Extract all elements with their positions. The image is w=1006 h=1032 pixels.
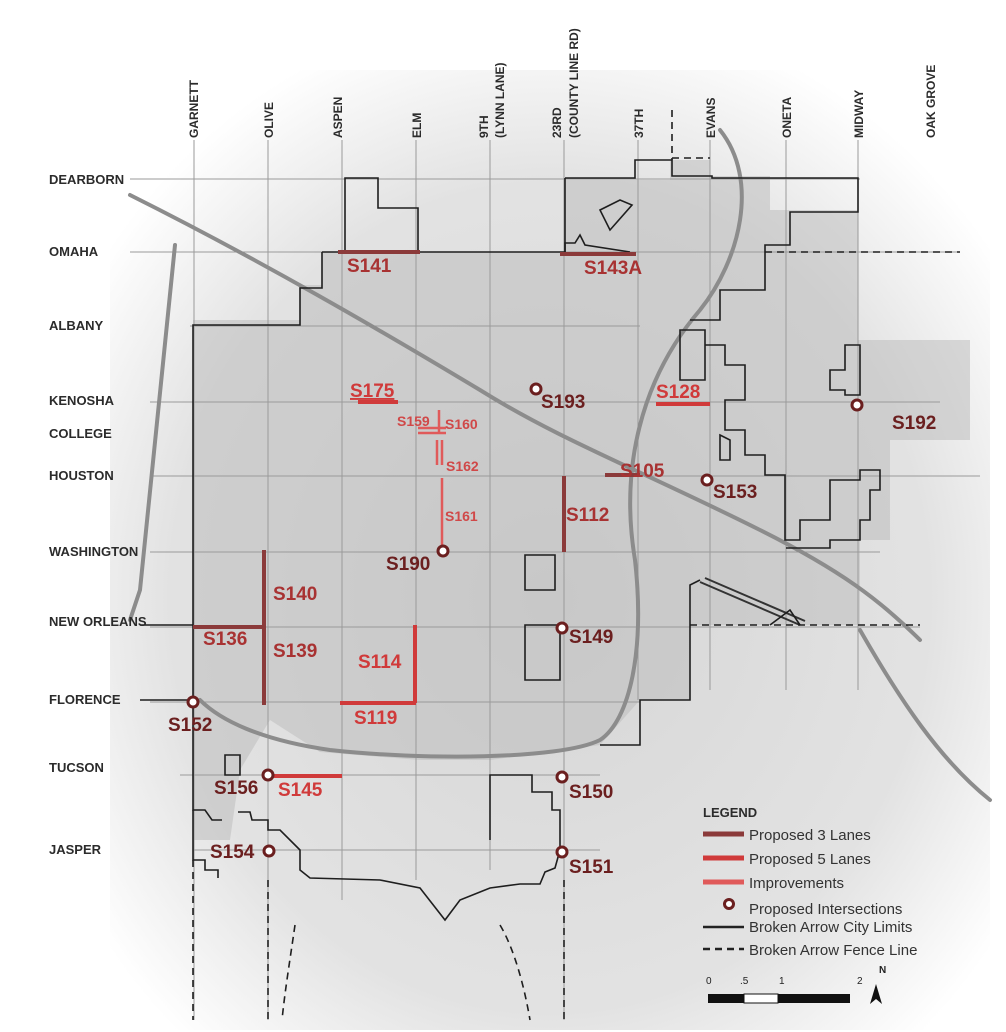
- scale-tick-1: 1: [779, 976, 785, 987]
- intersection-S150: [555, 770, 569, 784]
- project-label-S175: S175: [350, 381, 395, 402]
- project-labels: S141 S143A S175 S193 S128 S192 S159 S160…: [168, 256, 936, 878]
- legend-label-5-lanes: Proposed 5 Lanes: [749, 851, 871, 868]
- legend-label-city-limits: Broken Arrow City Limits: [749, 919, 912, 936]
- intersection-S149: [555, 621, 569, 635]
- street-grid: [130, 140, 980, 1020]
- project-label-S140: S140: [273, 584, 317, 605]
- proposed-3-lane-segments: [193, 250, 640, 705]
- project-label-S119: S119: [354, 708, 397, 729]
- scale-tick-05: .5: [740, 976, 749, 987]
- project-label-S159: S159: [397, 413, 430, 429]
- street-label-omaha: OMAHA: [49, 244, 99, 259]
- improvement-segments: [418, 410, 446, 550]
- project-label-S112: S112: [566, 505, 609, 526]
- project-label-S128: S128: [656, 382, 700, 403]
- project-label-S143A: S143A: [584, 258, 642, 279]
- street-label-lynn-lane: (LYNN LANE): [493, 62, 507, 138]
- street-label-kenosha: KENOSHA: [49, 393, 115, 408]
- street-label-new-orleans: NEW ORLEANS: [49, 614, 147, 629]
- project-label-S192: S192: [892, 413, 936, 434]
- legend-label-improvements: Improvements: [749, 875, 844, 892]
- project-label-S145: S145: [278, 780, 323, 801]
- project-label-S105: S105: [620, 461, 665, 482]
- scale-tick-0: 0: [706, 976, 712, 987]
- intersection-S193: [529, 382, 543, 396]
- intersection-S151: [555, 845, 569, 859]
- street-label-jasper: JASPER: [49, 842, 102, 857]
- project-label-S160: S160: [445, 416, 478, 432]
- project-label-S154: S154: [210, 842, 255, 863]
- project-label-S153: S153: [713, 482, 757, 503]
- project-label-S149: S149: [569, 627, 613, 648]
- street-label-college: COLLEGE: [49, 426, 112, 441]
- legend-label-3-lanes: Proposed 3 Lanes: [749, 827, 871, 844]
- proposed-5-lane-segments: [268, 400, 710, 778]
- legend-title: LEGEND: [703, 805, 757, 820]
- street-label-albany: ALBANY: [49, 318, 103, 333]
- street-label-23rd: 23RD: [550, 107, 564, 138]
- vertical-street-labels: GARNETT OLIVE ASPEN ELM 9TH (LYNN LANE) …: [187, 28, 938, 138]
- horizontal-street-labels: DEARBORN OMAHA ALBANY KENOSHA COLLEGE HO…: [49, 172, 147, 857]
- street-label-9th: 9TH: [477, 115, 491, 138]
- project-label-S162: S162: [446, 458, 479, 474]
- intersection-S153: [700, 473, 714, 487]
- project-label-S136: S136: [203, 629, 247, 650]
- street-label-county-line-rd: (COUNTY LINE RD): [567, 28, 581, 138]
- legend-label-fence-line: Broken Arrow Fence Line: [749, 942, 917, 959]
- fence-lines: [192, 110, 960, 1021]
- street-label-houston: HOUSTON: [49, 468, 114, 483]
- project-label-S156: S156: [214, 778, 258, 799]
- street-label-tucson: TUCSON: [49, 760, 104, 775]
- proposed-intersections: [186, 382, 864, 859]
- scale-bar: 0 .5 1 2: [706, 976, 863, 1004]
- intersection-S192: [850, 398, 864, 412]
- street-label-washington: WASHINGTON: [49, 544, 138, 559]
- project-label-S114: S114: [358, 652, 402, 673]
- project-label-S141: S141: [347, 256, 392, 277]
- legend: LEGEND Proposed 3 Lanes Proposed 5 Lanes…: [703, 805, 917, 959]
- intersection-S152: [186, 695, 200, 709]
- city-area: [193, 160, 970, 840]
- project-label-S161: S161: [445, 508, 478, 524]
- legend-swatch-intersections: [723, 898, 735, 910]
- intersection-S156: [261, 768, 275, 782]
- street-label-dearborn: DEARBORN: [49, 172, 124, 187]
- project-label-S193: S193: [541, 392, 585, 413]
- street-label-evans: EVANS: [704, 98, 718, 138]
- project-label-S190: S190: [386, 554, 430, 575]
- intersection-S154: [262, 844, 276, 858]
- street-label-oneta: ONETA: [780, 97, 794, 138]
- legend-label-intersections: Proposed Intersections: [749, 901, 902, 918]
- street-label-midway: MIDWAY: [852, 90, 866, 138]
- project-label-S152: S152: [168, 715, 212, 736]
- scale-tick-2: 2: [857, 976, 863, 987]
- street-label-olive: OLIVE: [262, 102, 276, 138]
- street-label-oak-grove: OAK GROVE: [924, 65, 938, 138]
- railroad: [699, 577, 806, 626]
- north-label: N: [879, 965, 886, 976]
- street-label-aspen: ASPEN: [331, 97, 345, 138]
- street-label-elm: ELM: [410, 113, 424, 138]
- street-label-florence: FLORENCE: [49, 692, 121, 707]
- project-label-S151: S151: [569, 857, 614, 878]
- north-arrow-icon: N: [870, 965, 886, 1004]
- project-label-S150: S150: [569, 782, 613, 803]
- intersection-S190: [436, 544, 450, 558]
- highways: [128, 128, 992, 802]
- street-label-37th: 37TH: [632, 109, 646, 138]
- city-limits: [140, 159, 881, 922]
- project-label-S139: S139: [273, 641, 317, 662]
- street-label-garnett: GARNETT: [187, 79, 201, 138]
